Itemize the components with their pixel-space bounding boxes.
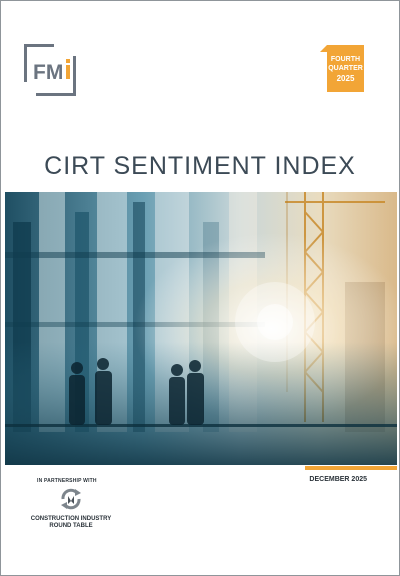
partner-label: IN PARTNERSHIP WITH — [37, 478, 97, 484]
report-date: DECEMBER 2025 — [309, 476, 367, 483]
quarter-badge: FOURTH QUARTER 2025 — [320, 45, 364, 92]
badge-line2: QUARTER — [328, 65, 363, 72]
badge-notch — [320, 45, 327, 52]
report-title: CIRT SENTIMENT INDEX — [44, 152, 356, 180]
badge-year: 2025 — [336, 74, 355, 83]
partner-name-line1: CONSTRUCTION INDUSTRY — [30, 516, 112, 522]
fmi-logo: FM — [24, 44, 76, 96]
partner-name-line2: ROUND TABLE — [49, 523, 93, 529]
construction-workers-photo — [5, 192, 397, 465]
accent-bar — [305, 466, 397, 470]
hero-image — [5, 192, 397, 465]
fmi-logo-text: FM — [33, 61, 63, 84]
cirt-logo-icon — [61, 488, 81, 510]
badge-line1: FOURTH — [330, 56, 361, 63]
partner-name: CONSTRUCTION INDUSTRY ROUND TABLE — [23, 516, 119, 530]
